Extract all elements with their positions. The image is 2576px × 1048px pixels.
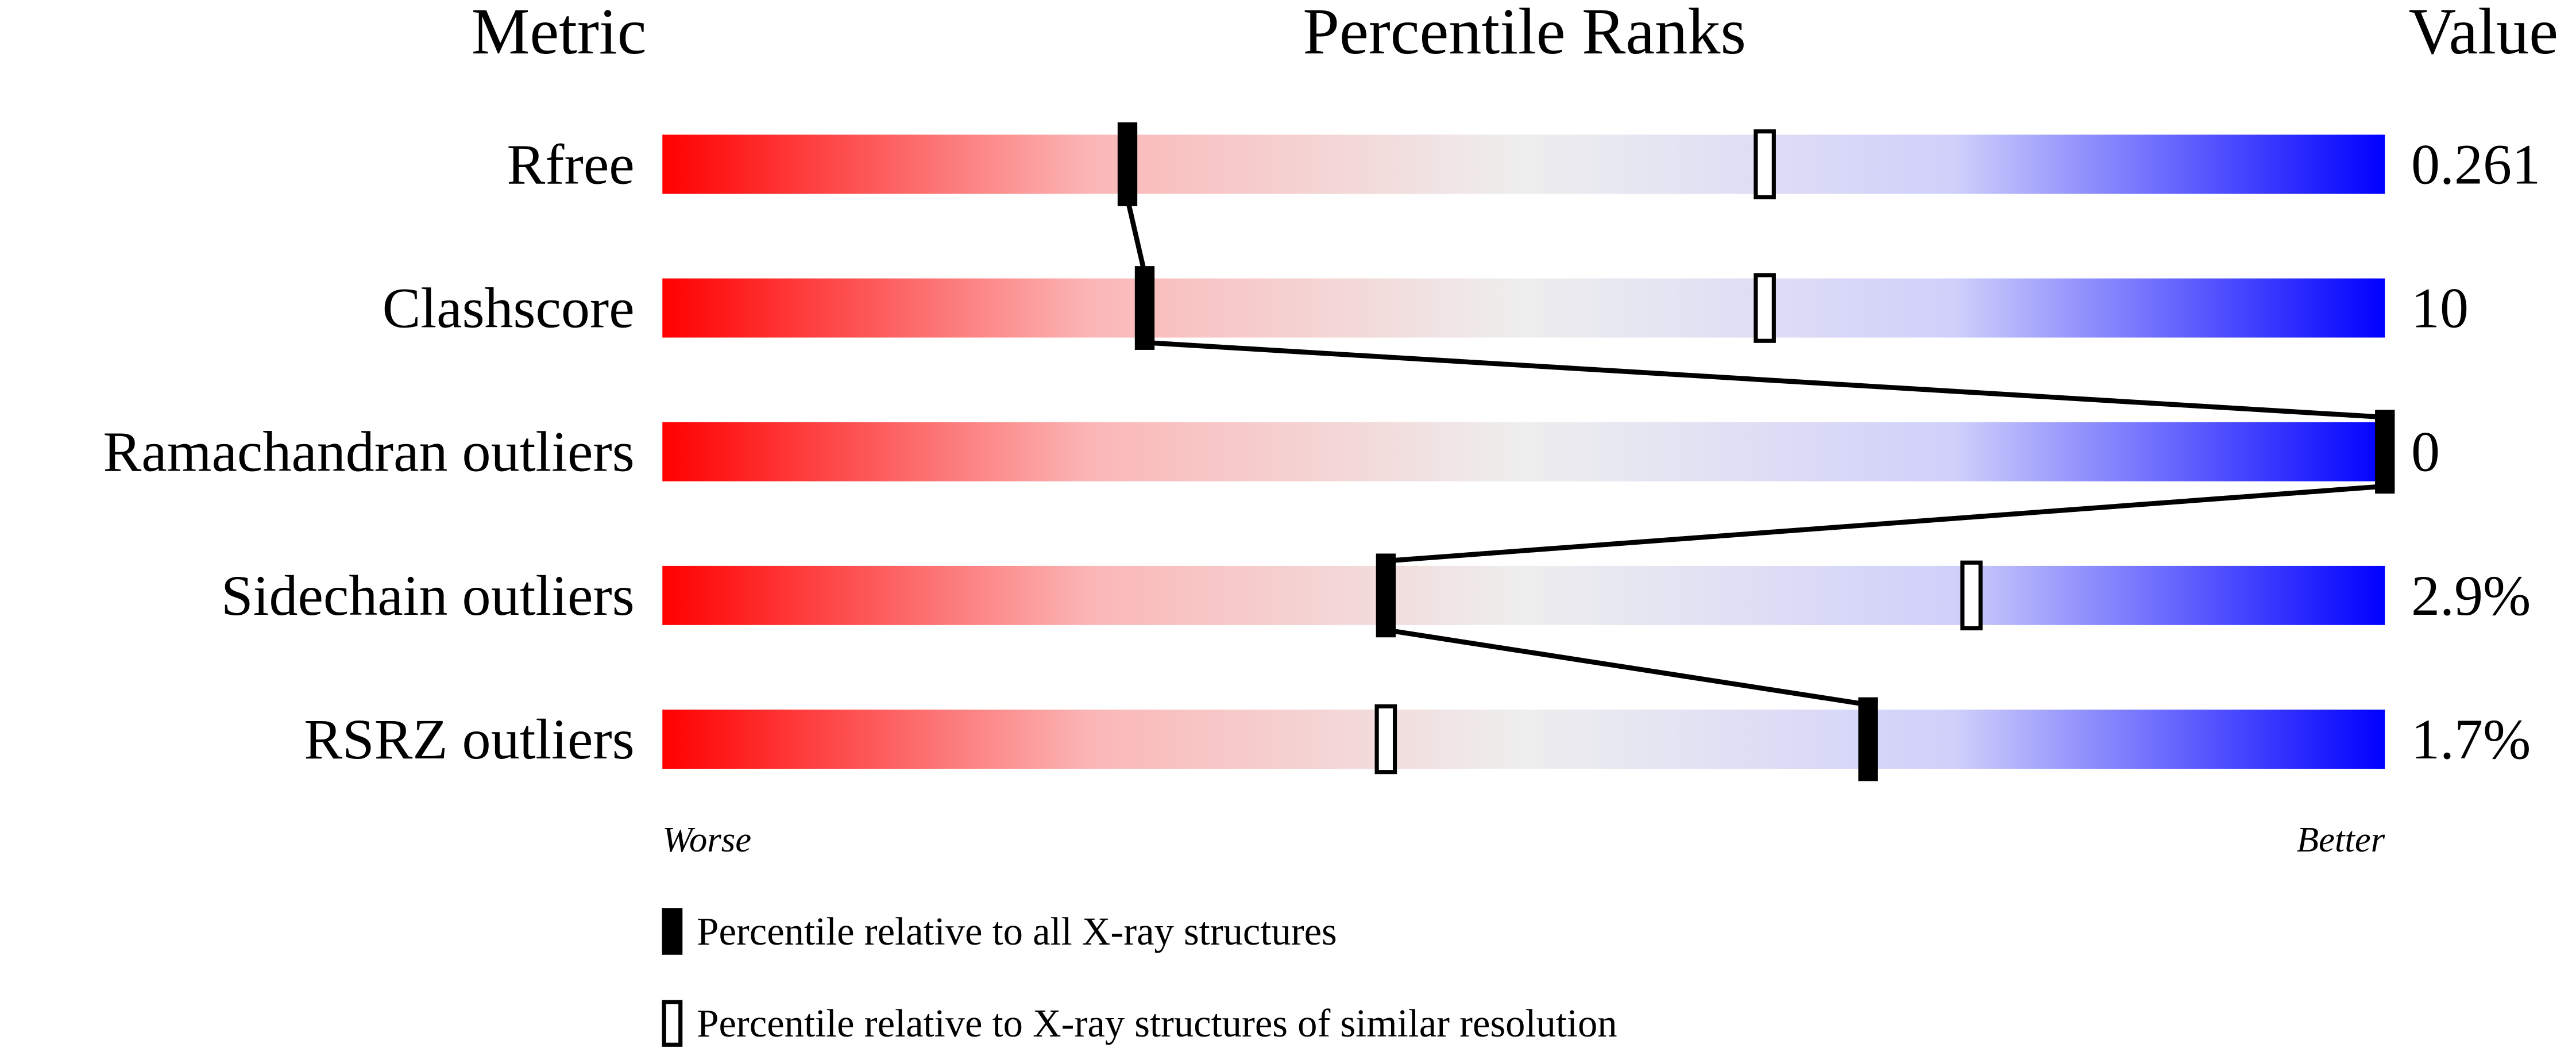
rank-bar — [662, 710, 2385, 769]
rank-bar — [662, 422, 2385, 481]
better-label: Better — [2297, 819, 2385, 860]
ranks-header: Percentile Ranks — [1303, 0, 1746, 68]
absolute-marker — [1117, 122, 1138, 206]
legend-swatch — [662, 908, 683, 955]
absolute-marker — [1376, 553, 1396, 638]
metric-label: Sidechain outliers — [221, 564, 635, 627]
absolute-marker — [2375, 410, 2395, 494]
legend-label: Percentile relative to X-ray structures … — [697, 1001, 1617, 1045]
metric-label: Clashscore — [383, 276, 635, 340]
value-header: Value — [2409, 0, 2558, 68]
metric-value: 1.7% — [2411, 707, 2531, 771]
metric-label: RSRZ outliers — [304, 707, 634, 771]
relative-marker — [1754, 129, 1776, 199]
connector — [1385, 627, 1869, 707]
connector — [1125, 198, 1148, 274]
metric-value: 0.261 — [2411, 132, 2540, 196]
metric-header: Metric — [472, 0, 647, 68]
legend-swatch — [662, 1000, 683, 1047]
relative-marker — [1374, 704, 1397, 775]
worse-label: Worse — [662, 819, 751, 860]
rank-bar — [662, 278, 2385, 338]
metric-value: 0 — [2411, 420, 2440, 484]
connector — [1144, 340, 2385, 420]
absolute-marker — [1134, 266, 1155, 350]
metric-value: 10 — [2411, 276, 2469, 340]
connector — [1385, 483, 2385, 564]
absolute-marker — [1858, 697, 1878, 781]
metric-label: Rfree — [507, 132, 634, 196]
rank-bar — [662, 134, 2385, 194]
metric-value: 2.9% — [2411, 564, 2531, 627]
legend-label: Percentile relative to all X-ray structu… — [697, 910, 1337, 953]
rank-bar — [662, 565, 2385, 625]
relative-marker — [1960, 560, 1983, 631]
relative-marker — [1754, 273, 1776, 343]
metric-label: Ramachandran outliers — [103, 420, 635, 484]
